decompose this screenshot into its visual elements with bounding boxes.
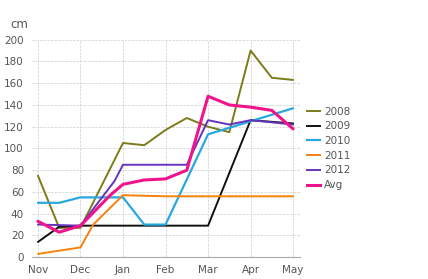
2009 [205, 224, 211, 227]
2009 [291, 122, 296, 125]
2010 [248, 120, 253, 123]
2011 [291, 195, 296, 198]
2010 [56, 201, 62, 205]
2011 [205, 195, 211, 198]
2010 [291, 107, 296, 110]
2012 [184, 163, 189, 167]
2009 [163, 224, 168, 227]
2009 [248, 119, 253, 122]
Text: cm: cm [10, 18, 28, 31]
2010 [78, 196, 83, 199]
Line: 2010: 2010 [38, 108, 293, 225]
2011 [248, 195, 253, 198]
Line: 2011: 2011 [38, 195, 293, 254]
Legend: 2008, 2009, 2010, 2011, 2012, Avg: 2008, 2009, 2010, 2011, 2012, Avg [307, 107, 351, 190]
2010 [163, 223, 168, 226]
Avg [205, 95, 211, 98]
2011 [163, 195, 168, 198]
Avg [120, 183, 125, 186]
Avg [269, 109, 274, 112]
2011 [120, 194, 125, 197]
Line: 2008: 2008 [38, 50, 293, 228]
2012 [291, 123, 296, 126]
2012 [163, 163, 168, 167]
2009 [78, 224, 83, 227]
2008 [36, 174, 41, 177]
2008 [120, 141, 125, 145]
2012 [227, 123, 232, 126]
Line: Avg: Avg [38, 96, 293, 232]
Line: 2012: 2012 [38, 120, 293, 226]
Avg [163, 177, 168, 181]
Avg [291, 127, 296, 131]
2008 [56, 226, 62, 230]
Avg [248, 105, 253, 109]
2010 [205, 133, 211, 136]
2012 [112, 179, 117, 183]
2012 [36, 223, 41, 226]
2008 [205, 125, 211, 128]
2008 [163, 128, 168, 132]
2012 [205, 119, 211, 122]
Avg [78, 224, 83, 227]
2012 [78, 224, 83, 227]
Line: 2009: 2009 [38, 120, 293, 242]
Avg [184, 169, 189, 172]
2010 [36, 201, 41, 205]
2009 [120, 224, 125, 227]
2011 [36, 252, 41, 256]
2008 [248, 49, 253, 52]
Avg [108, 194, 113, 197]
2011 [78, 246, 83, 249]
2008 [227, 131, 232, 134]
Avg [227, 103, 232, 107]
2008 [142, 143, 147, 147]
2009 [36, 240, 41, 244]
2010 [120, 196, 125, 199]
2011 [91, 223, 96, 226]
2010 [142, 223, 147, 226]
Avg [36, 220, 41, 223]
2012 [120, 163, 125, 167]
2008 [78, 226, 83, 230]
2008 [291, 78, 296, 82]
2008 [269, 76, 274, 80]
2009 [56, 225, 62, 229]
2008 [184, 116, 189, 120]
Avg [142, 178, 147, 182]
Avg [56, 230, 62, 234]
2012 [248, 119, 253, 122]
